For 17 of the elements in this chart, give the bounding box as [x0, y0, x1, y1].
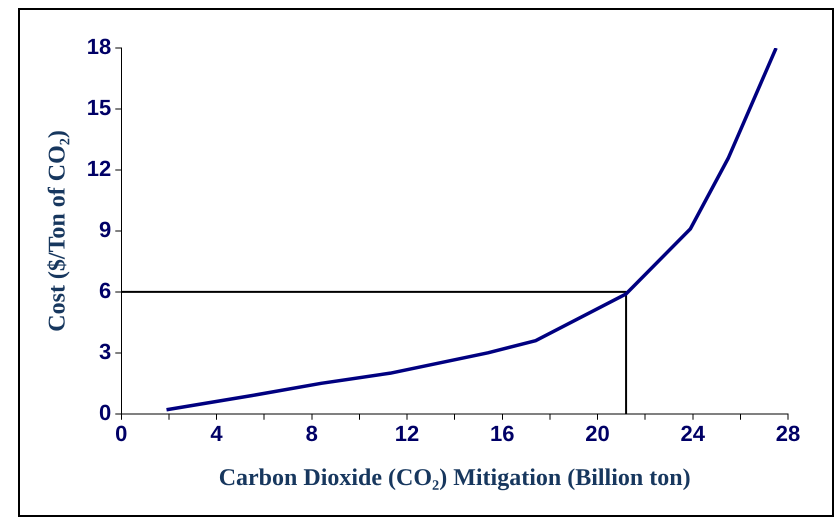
x-tick-label: 28	[776, 421, 800, 446]
x-tick-label: 16	[490, 421, 514, 446]
x-tick-label: 4	[210, 421, 224, 446]
x-tick-label: 0	[115, 421, 128, 446]
y-tick-label: 9	[99, 216, 112, 242]
x-tick-label: 12	[394, 421, 420, 446]
x-tick-label: 20	[585, 421, 610, 446]
y-tick-label: 0	[99, 400, 112, 425]
y-axis-title: Cost ($/Ton of CO₂)	[44, 130, 71, 332]
y-tick-label: 15	[86, 95, 112, 120]
y-tick-label: 12	[86, 156, 112, 181]
x-tick-label: 8	[306, 421, 318, 446]
x-axis-title: Carbon Dioxide (CO₂) Mitigation (Billion ton)	[218, 464, 691, 491]
y-tick-label: 6	[99, 278, 112, 303]
y-tick-label: 3	[99, 338, 112, 364]
y-tick-label: 18	[86, 34, 112, 60]
x-tick-label: 24	[680, 421, 706, 446]
